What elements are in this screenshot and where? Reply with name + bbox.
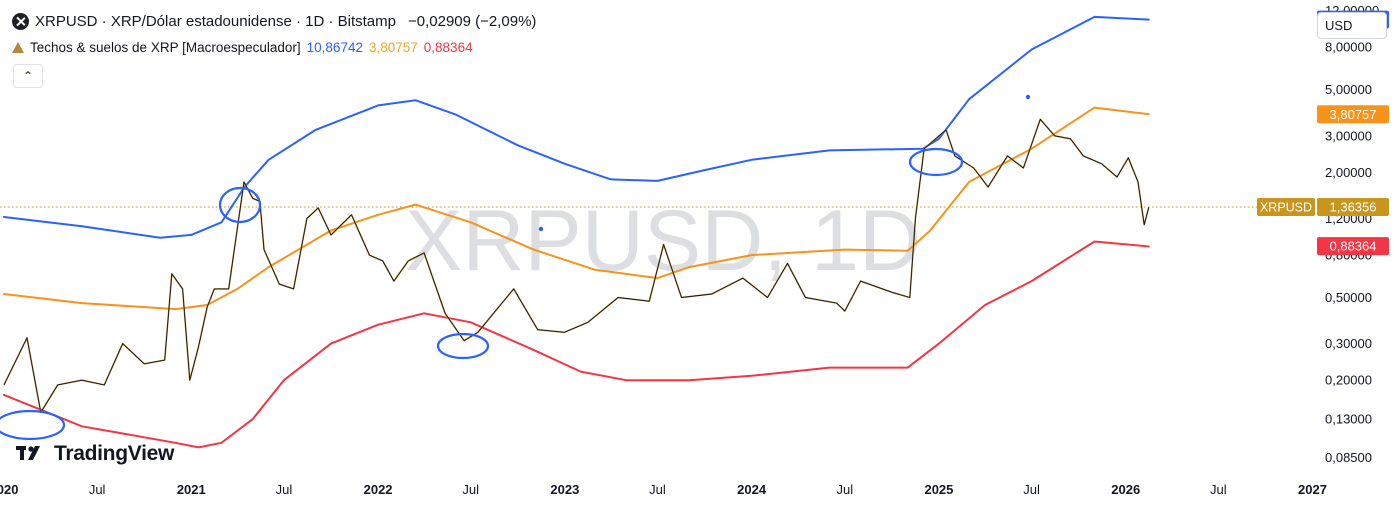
- x-tick-label: 2022: [364, 482, 393, 497]
- symbol-tag-label: XRPUSD: [1260, 200, 1312, 214]
- indicator-value-bottom: 0,88364: [423, 40, 473, 55]
- x-tick-label: 2024: [737, 482, 767, 497]
- y-tick-label: 5,00000: [1325, 82, 1372, 97]
- tradingview-logo: TradingView: [16, 442, 174, 466]
- indicator-name[interactable]: Techos & suelos de XRP [Macroespeculador…: [30, 40, 301, 55]
- currency-label: USD: [1325, 18, 1353, 33]
- x-tick-label: Jul: [89, 482, 106, 497]
- symbol-watermark: XRPUSD, 1D: [405, 193, 921, 289]
- x-tick-label: Jul: [1023, 482, 1040, 497]
- y-tick-label: 2,00000: [1325, 165, 1372, 180]
- symbol-tag: [1257, 197, 1315, 216]
- y-tick-label: 0,50000: [1325, 290, 1372, 305]
- x-tick-label: 2026: [1111, 482, 1140, 497]
- badge-mid-label: 3,80757: [1330, 107, 1377, 122]
- indicator-legend: Techos & suelos de XRP [Macroespeculador…: [12, 40, 473, 55]
- y-tick-label: 0,20000: [1325, 373, 1372, 388]
- x-tick-label: 2023: [550, 482, 579, 497]
- x-tick-label: 2021: [177, 482, 206, 497]
- badge-mid: [1317, 105, 1389, 124]
- tradingview-logo-icon: [16, 446, 40, 460]
- chevron-up-icon: ⌃: [22, 69, 34, 83]
- annotation-circle: [436, 332, 490, 360]
- x-tick-label: Jul: [1210, 482, 1227, 497]
- badge-bottom-label: 0,88364: [1330, 239, 1377, 254]
- time-axis: [0, 478, 1400, 508]
- y-tick-label: 0,13000: [1325, 412, 1372, 427]
- symbol-title[interactable]: XRPUSD · XRP/Dólar estadounidense · 1D ·…: [35, 13, 396, 30]
- y-tick-label: 3,00000: [1325, 128, 1372, 143]
- brand-text: TradingView: [54, 442, 175, 465]
- chart-header: XRPUSD · XRP/Dólar estadounidense · 1D ·…: [12, 13, 536, 30]
- indicator-value-top: 10,86742: [306, 40, 363, 55]
- x-tick-label: Jul: [462, 482, 479, 497]
- x-tick-label: Jul: [836, 482, 853, 497]
- annotation-dot: [1025, 94, 1031, 100]
- x-tick-label: Jul: [649, 482, 666, 497]
- band-line-media: [3, 106, 1150, 311]
- x-tick-label: 2025: [924, 482, 953, 497]
- y-tick-label: 8,00000: [1325, 40, 1372, 55]
- price-series-wick: [3, 118, 1150, 413]
- x-tick-label: Jul: [276, 482, 293, 497]
- badge-last-price: [1317, 197, 1389, 216]
- annotation-circle: [218, 186, 262, 224]
- y-tick-label: 0,30000: [1325, 336, 1372, 351]
- badge-last-price-label: 1,36356: [1330, 199, 1377, 214]
- indicator-value-mid: 3,80757: [368, 40, 418, 55]
- annotation-circle: [908, 147, 964, 177]
- y-tick-label: 0,08500: [1325, 450, 1372, 465]
- badge-bottom: [1317, 237, 1389, 256]
- price-change: −0,02909 (−2,09%): [407, 13, 537, 30]
- annotation-dot: [538, 226, 544, 232]
- mountain-icon: [12, 42, 24, 53]
- x-tick-label: 2020: [0, 482, 18, 497]
- collapse-legend-button[interactable]: ⌃: [13, 64, 43, 88]
- annotation-circle: [0, 409, 66, 441]
- xrp-logo-icon: [12, 13, 29, 30]
- x-tick-label: 2027: [1298, 482, 1327, 497]
- band-line-suelos: [3, 240, 1150, 449]
- currency-button[interactable]: USD: [1317, 12, 1387, 39]
